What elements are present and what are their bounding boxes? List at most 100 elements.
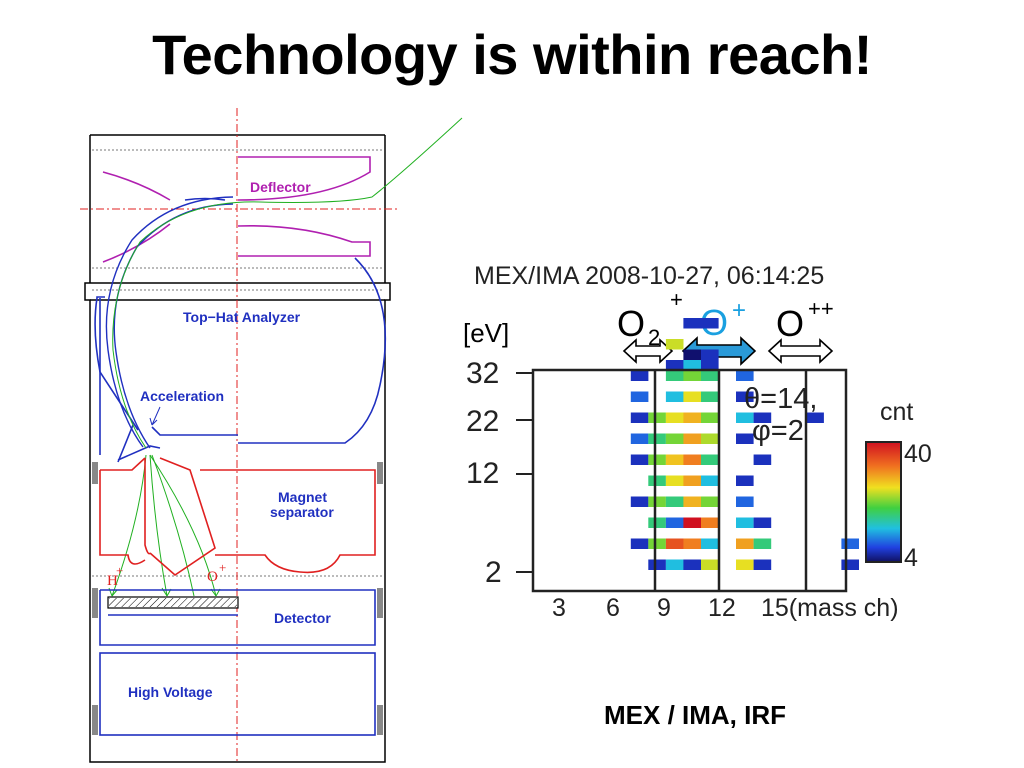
acceleration-label: Acceleration [140,388,224,404]
y-tick-label: 32 [466,357,499,390]
heatmap-cell [701,475,719,486]
heatmap-cell [683,454,701,465]
x-tick-label: 6 [606,594,620,622]
heatmap-cell [630,496,649,507]
heatmap-cell [648,454,666,465]
heatmap-cell [841,559,859,570]
heatmap-cell [665,360,684,371]
heatmap-cell [736,433,754,444]
heatmap-cell [648,517,666,528]
plot-header: MEX/IMA 2008-10-27, 06:14:25 [474,262,824,290]
heatmap-cell [683,433,701,444]
ion-o-pp-base: O [776,303,804,344]
heatmap-cell [630,412,649,423]
heatmap-cell [683,559,701,570]
magnet-label-line2: separator [270,504,334,520]
figure-caption: MEX / IMA, IRF [604,700,786,730]
heatmap-cell [841,538,859,549]
heatmap-cell [648,496,666,507]
heatmap-cell [736,391,754,402]
theta-label: θ=14, [744,383,817,415]
heatmap-cell [701,559,719,570]
x-tick-label: 3 [552,594,566,622]
heatmap-cell [806,412,824,423]
o-ion-label: O [207,569,218,585]
heatmap-cell [630,370,649,381]
plot-frame [531,368,848,593]
heatmap-cell [683,391,701,402]
top-hat-label: Top−Hat Analyzer [183,309,301,325]
x-tick-label: 12 [708,594,736,622]
heatmap-cell [701,370,719,381]
h-ion-label: H [107,573,118,589]
heatmap-cell [701,496,719,507]
heatmap-cell [753,559,772,570]
high-voltage-box [99,652,376,736]
heatmap-cell [736,559,754,570]
magnet-label-line1: Magnet [278,489,327,505]
heatmap-cell [665,339,684,350]
heatmap-cell [648,475,666,486]
heatmap-cell [648,559,666,570]
heatmap-cell [701,412,719,423]
deflector-label: Deflector [250,179,311,195]
x-tick-label-last: 15(mass ch) [761,594,899,622]
ion-o-sup: + [732,297,746,324]
heatmap-cell [701,433,719,444]
heatmap-cell [630,433,649,444]
heatmap-cell [665,412,684,423]
heatmap-cell [665,559,684,570]
colorbar-label: cnt [880,398,913,426]
heatmap-cell [701,454,719,465]
heatmap-cell [665,496,684,507]
y-tick-label: 12 [466,457,499,490]
high-voltage-label: High Voltage [128,684,213,700]
heatmap-cell [736,370,754,381]
heatmap-cell [753,454,772,465]
slide-title: Technology is within reach! [152,23,872,86]
heatmap-cell [736,475,754,486]
instrument-diagram: Deflector Top−Hat Analyzer Acceleration … [80,108,463,763]
y-axis-ticks [516,372,533,573]
y-tick-label: 22 [466,405,499,438]
heatmap-cell [701,318,719,329]
heatmap-cell [701,349,719,360]
heatmap-cells [630,318,859,570]
heatmap-cell [701,391,719,402]
acceleration-pointer [149,406,161,426]
y-unit-label: [eV] [463,318,509,348]
heatmap-cell [665,517,684,528]
heatmap-cell [753,538,772,549]
heatmap-cell [665,370,684,381]
heatmap-cell [665,433,684,444]
o-ion-charge: + [219,560,226,575]
detector-label: Detector [274,610,331,626]
heatmap-cell [683,349,701,360]
heatmap-cell [630,454,649,465]
colorbar-min: 4 [904,544,918,572]
heatmap-cell [701,517,719,528]
colorbar [865,441,902,563]
heatmap-cell [701,360,719,371]
top-hat-analyzer [94,197,387,463]
heatmap-cell [683,496,701,507]
y-tick-labels: 32 22 12 2 [466,357,502,589]
heatmap-cell [665,454,684,465]
ion-o2-sub: 2 [648,325,660,350]
heatmap-cell [736,517,754,528]
heatmap-cell [683,412,701,423]
heatmap-cell [683,360,701,371]
heatmap-cell [736,496,754,507]
heatmap-cell [665,475,684,486]
x-tick-labels: 3 6 9 12 15(mass ch) [552,594,899,622]
heatmap-cell [648,433,666,444]
heatmap-cell [630,391,649,402]
h-ion-charge: + [116,563,123,578]
heatmap-cell [753,517,772,528]
heatmap-cell [753,412,772,423]
heatmap-cell [683,475,701,486]
heatmap-cell [701,538,719,549]
y-tick-label: 2 [485,556,502,589]
ion-o2-base: O [617,303,645,344]
